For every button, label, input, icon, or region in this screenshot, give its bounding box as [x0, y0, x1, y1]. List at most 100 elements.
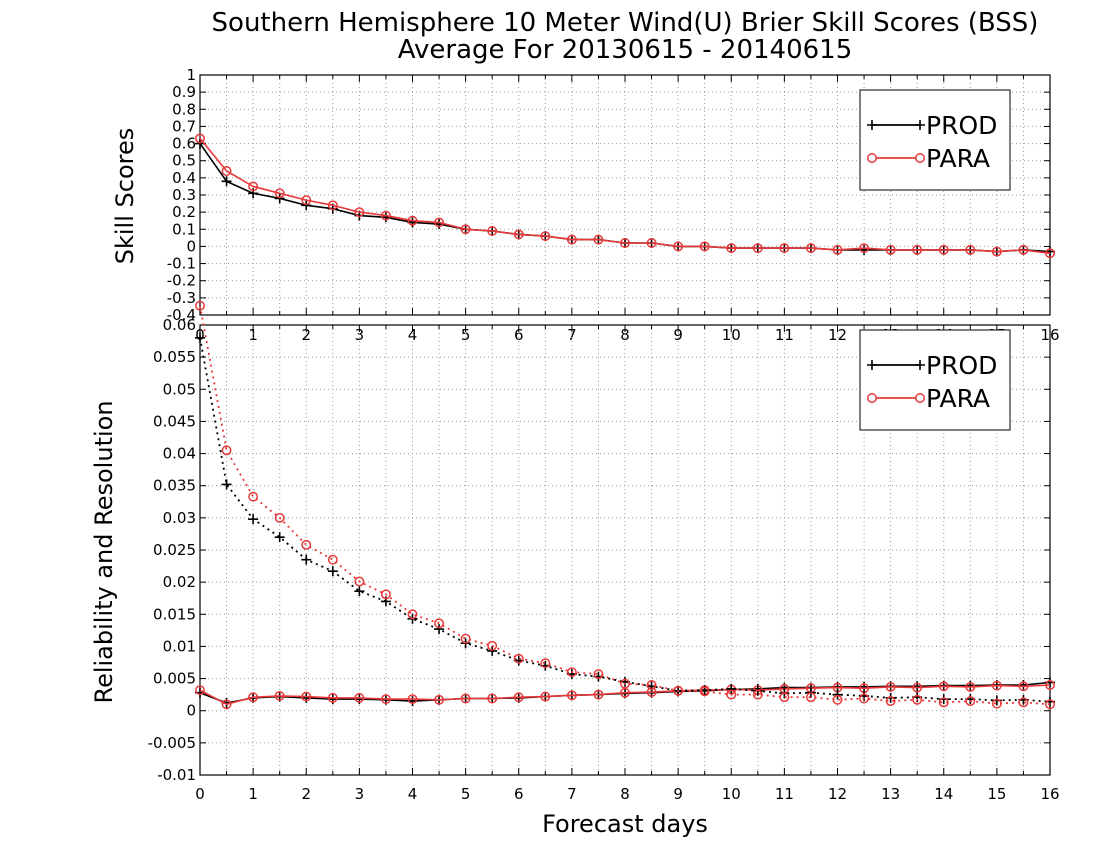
y-tick-label: 0.045: [153, 412, 196, 430]
x-tick-label: 6: [514, 326, 524, 344]
data-point: [487, 693, 498, 704]
data-point: [991, 246, 1002, 257]
x-tick-label: 12: [828, 326, 847, 344]
data-point: [540, 231, 551, 242]
data-point: [540, 691, 551, 702]
x-tick-label: 5: [461, 785, 471, 803]
data-point: [938, 697, 949, 708]
series-line: [199, 137, 1051, 255]
data-point: [1018, 681, 1029, 692]
data-point: [487, 640, 498, 651]
data-point: [354, 586, 365, 597]
legend: PROD PARA: [859, 329, 1011, 431]
data-point: [646, 238, 657, 248]
data-point: [566, 667, 577, 678]
data-point: [1045, 248, 1055, 259]
y-tick-label: 0.9: [172, 83, 196, 101]
data-point: [965, 244, 976, 255]
data-point: [434, 624, 445, 635]
legend-marker: [915, 393, 925, 403]
data-point: [354, 207, 365, 218]
x-tick-label: 2: [301, 785, 311, 803]
x-tick-label: 9: [673, 785, 683, 803]
data-point: [301, 539, 312, 550]
data-point: [274, 532, 285, 543]
data-point: [673, 241, 684, 252]
data-point: [593, 689, 604, 700]
skill-scores-panel: -0.4-0.3-0.2-0.100.10.20.30.40.50.60.70.…: [167, 66, 1060, 344]
y-tick-label: 0.04: [163, 445, 196, 463]
data-point: [434, 618, 445, 629]
data-point: [487, 645, 498, 656]
series-line: [199, 305, 1051, 706]
data-point: [832, 694, 843, 705]
data-point: [274, 512, 285, 523]
data-point: [248, 491, 259, 502]
y-tick-label: -0.3: [167, 289, 196, 307]
data-point: [859, 693, 870, 704]
data-point: [434, 694, 445, 705]
data-point: [593, 234, 604, 245]
x-tick-label: 15: [987, 785, 1006, 803]
data-point: [195, 332, 205, 343]
data-point: [779, 243, 790, 254]
data-point: [1045, 699, 1055, 710]
x-tick-label: 13: [881, 785, 900, 803]
series-para: [195, 133, 1055, 259]
data-point: [646, 680, 657, 690]
x-tick-label: 16: [1040, 785, 1059, 803]
data-point: [620, 238, 630, 248]
data-point: [327, 554, 338, 565]
x-tick-label: 11: [775, 785, 794, 803]
data-point: [885, 696, 896, 707]
x-tick-label: 9: [673, 326, 683, 344]
data-point: [301, 691, 312, 702]
x-tick-label: 2: [301, 326, 311, 344]
y-tick-label: 0.3: [172, 186, 196, 204]
x-tick-label: 0: [195, 785, 205, 803]
data-point: [513, 653, 524, 664]
legend-marker: [867, 360, 877, 370]
data-point: [195, 133, 205, 144]
data-point: [327, 692, 338, 703]
x-tick-label: 1: [248, 326, 258, 344]
data-point: [885, 244, 896, 255]
data-point: [912, 682, 923, 693]
x-tick-label: 14: [934, 785, 953, 803]
data-point: [566, 690, 577, 701]
data-point: [726, 683, 737, 694]
data-point: [460, 693, 471, 704]
data-point: [195, 300, 205, 311]
x-tick-label: 8: [620, 326, 630, 344]
bottom-panel-y-axis-label: Reliability and Resolution: [90, 400, 118, 703]
data-point: [699, 686, 710, 697]
data-point: [752, 243, 763, 254]
y-tick-label: -0.01: [157, 766, 196, 784]
legend-marker: [915, 120, 925, 130]
data-point: [965, 681, 976, 692]
top-panel-y-axis-label: Skill Scores: [111, 128, 139, 265]
y-tick-label: 0.03: [163, 509, 196, 527]
data-point: [248, 514, 259, 525]
x-tick-label: 10: [722, 785, 741, 803]
x-tick-label: 8: [620, 785, 630, 803]
data-point: [1018, 244, 1029, 255]
data-point: [380, 589, 391, 600]
y-tick-label: 0.025: [153, 541, 196, 559]
data-point: [301, 200, 312, 211]
y-tick-label: 0.2: [172, 203, 196, 221]
legend: PROD PARA: [859, 89, 1011, 191]
data-point: [938, 681, 949, 692]
legend-marker: [867, 393, 877, 403]
data-point: [248, 692, 259, 703]
y-tick-label: -0.005: [148, 734, 196, 752]
y-tick-label: 0.005: [153, 670, 196, 688]
data-point: [540, 658, 551, 669]
data-point: [832, 689, 843, 700]
x-tick-label: 10: [722, 326, 741, 344]
y-tick-label: 0: [186, 237, 196, 255]
data-point: [673, 685, 684, 696]
data-point: [221, 176, 232, 187]
legend-marker: [915, 153, 925, 163]
legend-label: PARA: [926, 384, 990, 413]
